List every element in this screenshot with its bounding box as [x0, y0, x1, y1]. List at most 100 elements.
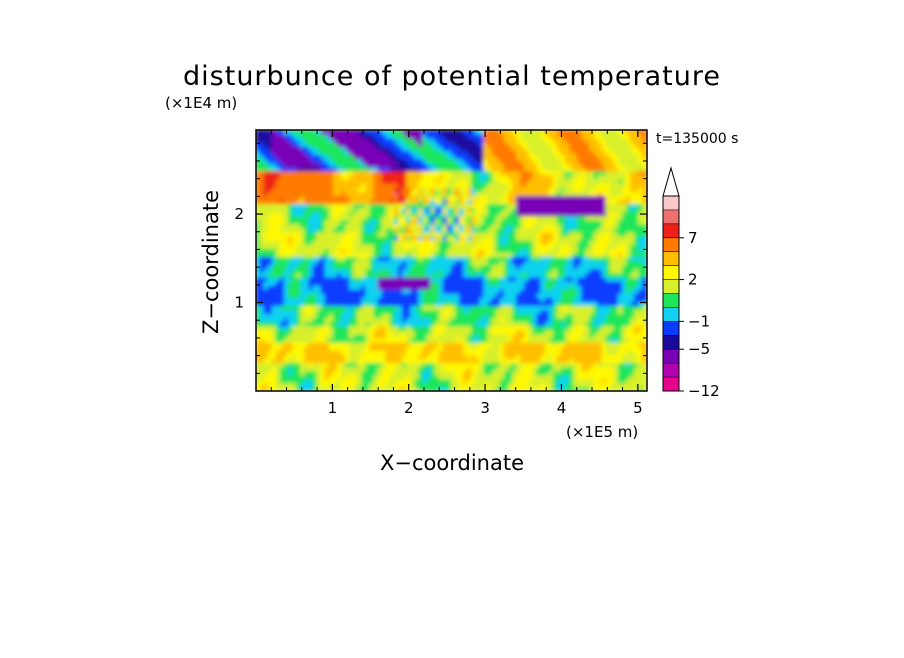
heatmap-cell: [365, 235, 371, 241]
heatmap-cell: [621, 353, 628, 359]
heatmap-cell: [418, 263, 424, 270]
heatmap-cell: [406, 333, 412, 339]
heatmap-cell: [634, 345, 640, 351]
heatmap-cell: [357, 316, 363, 323]
heatmap-cell: [516, 284, 522, 290]
heatmap-cell: [601, 280, 607, 286]
heatmap-cell: [414, 292, 420, 298]
heatmap-cell: [613, 235, 620, 241]
heatmap-cell: [369, 357, 375, 364]
heatmap-cell: [520, 223, 526, 229]
heatmap-cell: [617, 239, 624, 245]
heatmap-cell: [634, 206, 640, 213]
heatmap-cell: [450, 194, 457, 200]
heatmap-cell: [605, 223, 611, 229]
heatmap-cell: [548, 227, 554, 233]
heatmap-cell: [292, 370, 298, 376]
heatmap-cell: [312, 361, 318, 368]
heatmap-cell: [491, 198, 497, 205]
heatmap-cell: [328, 284, 334, 290]
heatmap-cell: [524, 378, 530, 384]
heatmap-cell: [361, 227, 367, 233]
heatmap-cell: [328, 316, 334, 323]
heatmap-cell: [430, 202, 436, 209]
heatmap-cell: [316, 280, 322, 286]
heatmap-cell: [450, 219, 457, 225]
heatmap-cell: [304, 215, 310, 221]
heatmap-cell: [320, 239, 326, 245]
heatmap-cell: [548, 382, 554, 388]
heatmap-cell: [613, 386, 620, 391]
heatmap-cell: [414, 300, 420, 306]
heatmap-cell: [475, 255, 481, 262]
heatmap-cell: [442, 370, 449, 376]
heatmap-cell: [507, 190, 514, 196]
heatmap-cell: [434, 231, 440, 237]
heatmap-cell: [597, 251, 603, 258]
heatmap-cell: [609, 361, 616, 368]
heatmap-cell: [296, 361, 302, 368]
heatmap-cell: [287, 227, 294, 233]
heatmap-cell: [328, 190, 334, 196]
heatmap-cell: [397, 276, 404, 282]
heatmap-cell: [393, 288, 400, 294]
heatmap-cell: [426, 239, 432, 245]
heatmap-cell: [328, 325, 334, 331]
heatmap-cell: [402, 268, 408, 274]
heatmap-cell: [336, 235, 343, 241]
heatmap-cell: [361, 333, 367, 339]
heatmap-cell: [589, 304, 595, 311]
heatmap-cell: [361, 296, 367, 302]
heatmap-cell: [349, 235, 355, 241]
heatmap-cell: [357, 263, 363, 270]
heatmap-cell: [536, 386, 542, 391]
heatmap-cell: [422, 337, 428, 343]
heatmap-cell: [434, 239, 440, 245]
heatmap-cell: [271, 321, 277, 327]
heatmap-cell: [540, 337, 546, 343]
heatmap-cell: [430, 365, 436, 372]
heatmap-cell: [577, 219, 583, 225]
heatmap-cell: [520, 263, 526, 270]
heatmap-cell: [414, 312, 420, 319]
heatmap-cell: [569, 296, 575, 302]
heatmap-cell: [475, 292, 481, 298]
heatmap-cell: [381, 206, 387, 213]
heatmap-cell: [491, 333, 497, 339]
heatmap-cell: [560, 329, 567, 335]
heatmap-cell: [349, 219, 355, 225]
heatmap-cell: [283, 239, 290, 245]
heatmap-cell: [279, 308, 286, 315]
heatmap-cell: [589, 329, 595, 335]
heatmap-cell: [634, 194, 640, 200]
heatmap-cell: [589, 239, 595, 245]
heatmap-cell: [446, 374, 453, 380]
heatmap-cell: [581, 182, 587, 188]
heatmap-cell: [365, 337, 371, 343]
heatmap-cell: [353, 292, 359, 298]
heatmap-cell: [507, 365, 514, 372]
heatmap-cell: [605, 243, 611, 249]
heatmap-cell: [475, 206, 481, 213]
heatmap-cell: [511, 370, 518, 376]
heatmap-cell: [609, 198, 616, 205]
heatmap-cell: [410, 382, 416, 388]
heatmap-cell: [406, 300, 412, 306]
heatmap-cell: [369, 182, 375, 188]
heatmap-cell: [328, 223, 334, 229]
heatmap-cell: [536, 272, 542, 278]
heatmap-cell: [552, 263, 558, 270]
heatmap-cell: [340, 312, 347, 319]
heatmap-cell: [308, 263, 314, 270]
heatmap-cell: [540, 255, 546, 262]
heatmap-cell: [585, 370, 591, 376]
heatmap-cell: [479, 325, 485, 331]
heatmap-cell: [597, 378, 603, 384]
heatmap-cell: [434, 186, 440, 192]
heatmap-cell: [544, 284, 550, 290]
heatmap-cell: [332, 259, 339, 266]
heatmap-cell: [259, 374, 265, 380]
heatmap-cell: [410, 374, 416, 380]
heatmap-cell: [560, 288, 567, 294]
heatmap-cell: [536, 349, 542, 355]
